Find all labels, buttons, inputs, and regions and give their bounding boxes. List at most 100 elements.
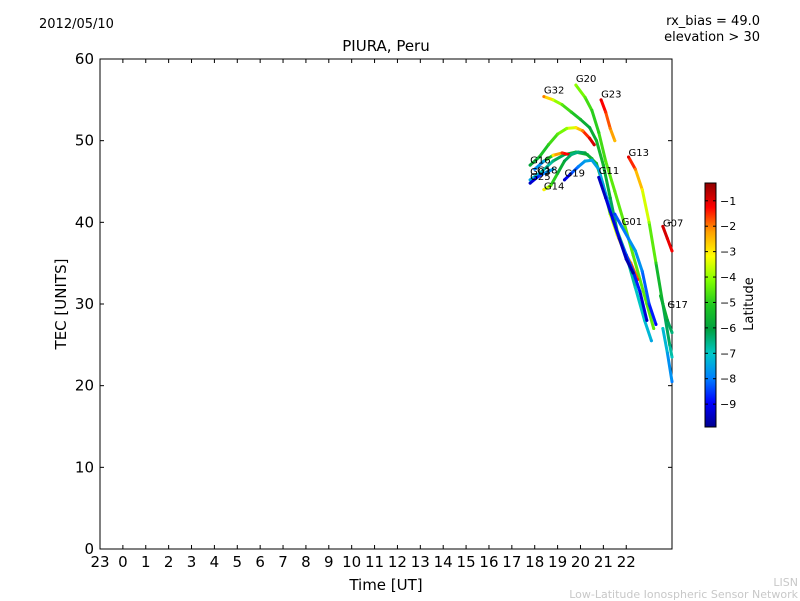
data-point	[631, 253, 635, 257]
x-tick-label: 15	[457, 553, 476, 571]
series-segment	[627, 155, 637, 171]
data-point	[583, 95, 587, 99]
data-point	[542, 159, 546, 163]
y-tick-label: 0	[84, 540, 94, 558]
series-g23	[599, 98, 617, 143]
data-point	[581, 129, 585, 133]
series-segment	[604, 196, 615, 220]
x-tick-label: 18	[525, 553, 544, 571]
watermark-long: Low-Latitude Ionospheric Sensor Network	[569, 588, 798, 601]
x-tick-label: 3	[187, 553, 197, 571]
data-point	[590, 108, 594, 112]
y-axis-label: TEC [UNITS]	[52, 259, 70, 351]
series-g07	[661, 224, 674, 253]
series-layer	[528, 83, 674, 384]
colorbar-label: Latitude	[742, 277, 757, 331]
series-segment	[640, 269, 651, 306]
data-point	[649, 339, 653, 343]
data-point	[551, 159, 555, 163]
x-tick-label: 11	[365, 553, 384, 571]
x-tick-label: 9	[324, 553, 334, 571]
colorbar-tick-label: −3	[720, 246, 736, 259]
data-point	[670, 355, 674, 359]
x-tick-label: 8	[301, 553, 311, 571]
x-axis: 23 0 1 2 3 4 5 6 7 8 9 10 11 12 13 14 15 16 17 18 19 20 21 22	[90, 59, 636, 571]
data-point	[608, 196, 612, 200]
series-label-g17: G17	[667, 300, 687, 311]
data-point	[647, 220, 651, 224]
x-tick-label: 4	[210, 553, 220, 571]
data-point	[613, 139, 617, 143]
colorbar-tick-label: −4	[720, 271, 736, 284]
x-tick-label: 20	[571, 553, 590, 571]
series-segment	[594, 139, 605, 167]
series-g16	[528, 126, 596, 167]
series-label-g20: G20	[576, 74, 596, 85]
data-point	[624, 257, 628, 261]
series-unlabeled-14	[661, 327, 674, 384]
data-point	[638, 290, 642, 294]
x-tick-label: 23	[90, 553, 109, 571]
series-segment	[668, 343, 674, 359]
data-point	[604, 196, 608, 200]
series-segment	[604, 110, 612, 130]
series-segment	[590, 108, 601, 134]
data-point	[597, 175, 601, 179]
x-tick-label: 5	[233, 553, 243, 571]
x-tick-label: 13	[411, 553, 430, 571]
data-point	[588, 126, 592, 130]
series-segment	[633, 167, 644, 192]
series-segment	[569, 165, 580, 175]
series-segment	[624, 257, 635, 275]
series-segment	[540, 159, 555, 174]
data-point	[528, 181, 532, 185]
data-point	[601, 163, 605, 167]
series-segment	[528, 170, 544, 182]
series-segment	[569, 110, 582, 121]
data-point	[661, 224, 665, 228]
x-tick-label: 21	[594, 553, 613, 571]
data-point	[631, 271, 635, 275]
series-segment	[578, 117, 592, 130]
series-segment	[631, 253, 642, 281]
data-point	[617, 237, 621, 241]
data-point	[560, 151, 564, 155]
series-segment	[647, 302, 658, 326]
series-segment	[542, 95, 555, 102]
data-point	[556, 171, 560, 175]
x-tick-label: 19	[548, 553, 567, 571]
series-segment	[638, 278, 649, 306]
data-point	[597, 167, 601, 171]
data-point	[661, 327, 665, 330]
series-segment	[617, 237, 628, 261]
data-point	[533, 167, 537, 171]
series-segment	[556, 126, 569, 136]
data-point	[537, 155, 541, 159]
series-segment	[556, 159, 566, 175]
x-tick-label: 22	[617, 553, 636, 571]
data-point	[659, 294, 663, 298]
series-segment	[613, 212, 624, 228]
data-point	[569, 171, 573, 175]
date-label: 2012/05/10	[39, 17, 114, 32]
data-point	[613, 189, 617, 193]
series-segment	[583, 95, 594, 112]
series-segment	[562, 171, 573, 182]
series-segment	[533, 159, 546, 171]
y-tick-label: 10	[75, 458, 94, 476]
y-axis: 0 10 20 30 40 50 60	[75, 50, 672, 558]
plot-area	[99, 58, 673, 550]
data-point	[622, 220, 626, 224]
x-tick-label: 0	[118, 553, 128, 571]
series-segment	[546, 132, 560, 147]
series-label-g16: G16	[530, 156, 550, 167]
data-point	[551, 98, 555, 102]
series-label-g19: G19	[564, 169, 584, 180]
data-point	[604, 159, 608, 163]
data-point	[670, 380, 674, 384]
series-segment	[633, 286, 647, 322]
data-point	[569, 153, 573, 157]
series-label-g11: G11	[599, 166, 619, 177]
data-point	[542, 188, 546, 192]
data-point	[594, 139, 598, 143]
